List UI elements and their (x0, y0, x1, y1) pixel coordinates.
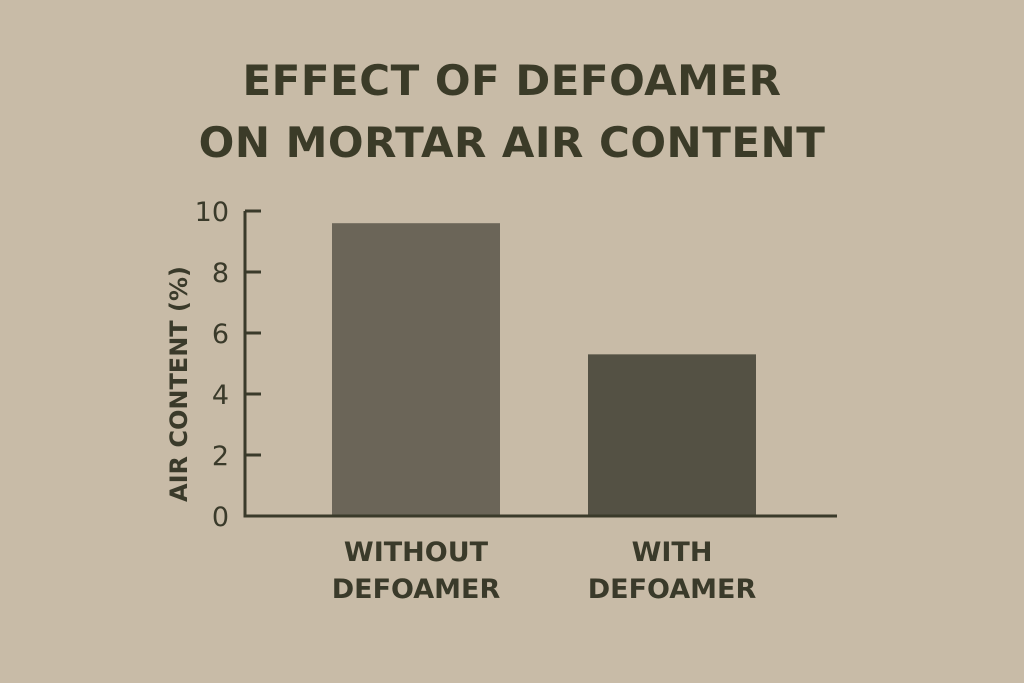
bar-1 (588, 354, 756, 516)
y-tick-label-4: 4 (212, 380, 229, 411)
y-tick-label-0: 0 (212, 502, 229, 533)
bar-0 (332, 223, 500, 516)
category-label-1: WITH DEFOAMER (588, 537, 757, 605)
y-tick-label-2: 2 (212, 441, 229, 472)
y-tick-label-6: 6 (212, 319, 229, 350)
category-label-line: WITH (632, 537, 713, 568)
category-label-line: DEFOAMER (332, 574, 501, 605)
category-label-line: WITHOUT (344, 537, 489, 568)
y-tick-label-10: 10 (195, 197, 229, 228)
y-tick-label-8: 8 (212, 258, 229, 289)
chart-title-line-1: EFFECT OF DEFOAMER (242, 56, 782, 105)
chart-title-line-2: ON MORTAR AIR CONTENT (198, 118, 826, 167)
category-label-line: DEFOAMER (588, 574, 757, 605)
chart-title: EFFECT OF DEFOAMER ON MORTAR AIR CONTENT (0, 50, 1024, 174)
y-axis-label: AIR CONTENT (%) (165, 266, 193, 502)
category-label-0: WITHOUT DEFOAMER (332, 537, 501, 605)
